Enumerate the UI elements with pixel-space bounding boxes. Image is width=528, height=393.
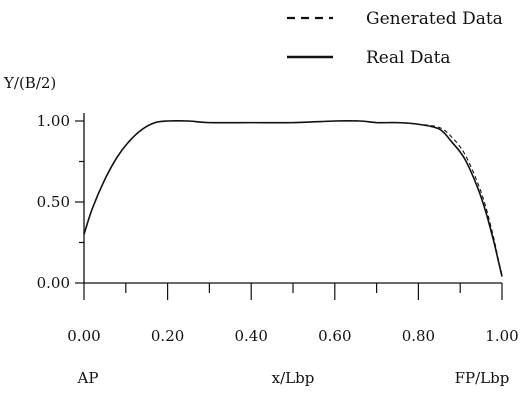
legend-generated-label: Generated Data <box>366 9 503 29</box>
y-tick-label: 1.00 <box>37 112 70 130</box>
x-tick-label: 0.80 <box>402 327 435 345</box>
x-tick-label: 0.60 <box>318 327 351 345</box>
y-tick-label: 0.50 <box>37 193 70 211</box>
y-tick-label: 0.00 <box>37 274 70 292</box>
x-axis-end-label: FP/Lbp <box>455 369 510 387</box>
x-tick-label: 1.00 <box>485 327 518 345</box>
x-tick-label: 0.20 <box>151 327 184 345</box>
x-tick-label: 0.00 <box>67 327 100 345</box>
generated-data-line <box>83 120 503 276</box>
x-axis-start-label: AP <box>77 369 99 387</box>
legend-real-label: Real Data <box>366 48 451 68</box>
x-tick-label: 0.40 <box>234 327 267 345</box>
ticks: 0.00 0.20 0.40 0.60 0.80 1.00 0.00 0.50 1.00 <box>37 112 519 345</box>
real-data-line <box>83 119 503 277</box>
y-axis-title: Y/(B/2) <box>3 74 56 92</box>
legend: Generated Data Real Data <box>287 9 503 68</box>
axes <box>83 113 502 284</box>
x-axis-title: x/Lbp <box>272 369 315 387</box>
series-lines <box>83 119 503 277</box>
